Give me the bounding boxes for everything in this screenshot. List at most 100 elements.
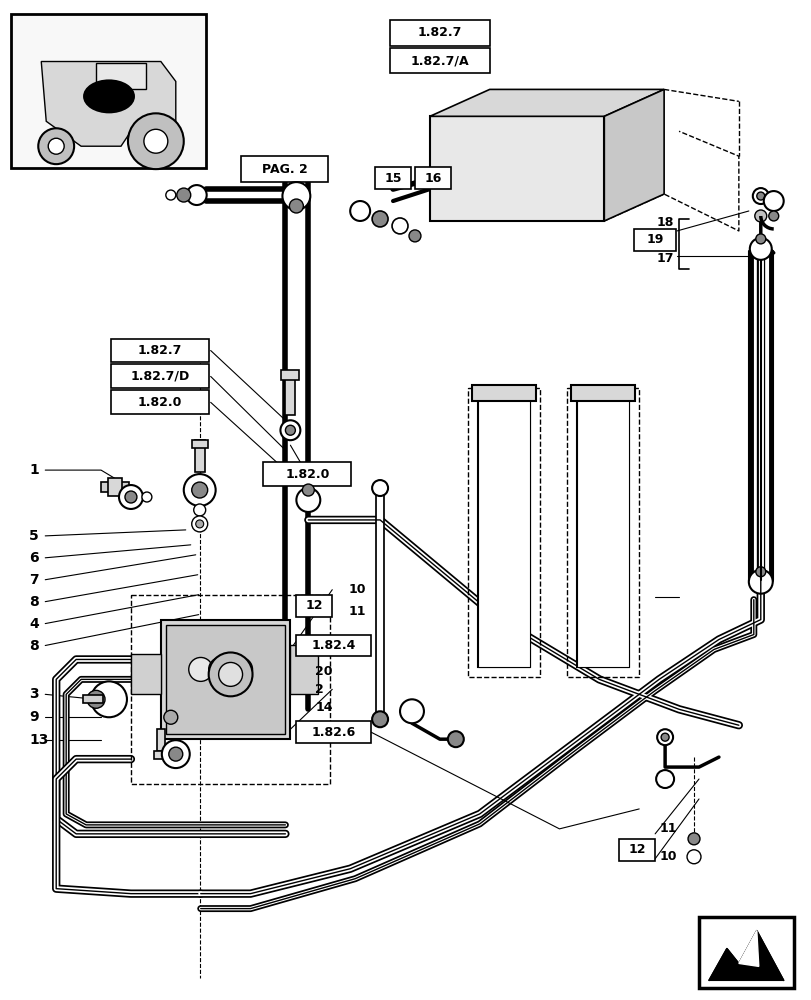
Circle shape [183,474,216,506]
Text: 1.82.7: 1.82.7 [417,26,461,39]
Circle shape [280,420,300,440]
Bar [263,462,350,486]
Text: 1.82.0: 1.82.0 [285,468,329,481]
Text: 14: 14 [315,701,333,714]
Circle shape [282,182,310,210]
Circle shape [48,138,64,154]
Circle shape [763,191,783,211]
Circle shape [188,657,212,681]
Bar [83,695,103,703]
Bar [633,229,676,251]
Circle shape [285,425,295,435]
Circle shape [371,480,388,496]
Circle shape [191,516,208,532]
Polygon shape [41,62,175,146]
Bar [296,635,371,656]
Text: 2: 2 [315,683,324,696]
Text: 12: 12 [305,599,323,612]
Circle shape [208,652,252,696]
Bar [285,375,295,415]
Circle shape [754,210,766,222]
Bar [281,370,299,380]
Circle shape [748,570,772,594]
Bar [577,398,629,667]
Circle shape [187,185,207,205]
Bar [101,482,129,492]
Bar [157,729,165,751]
Text: 12: 12 [628,843,646,856]
Text: 18: 18 [656,216,673,229]
Text: 19: 19 [646,233,663,246]
Text: 1.82.0: 1.82.0 [138,396,182,409]
Circle shape [371,711,388,727]
Bar [567,388,638,677]
Circle shape [195,520,204,528]
Circle shape [164,710,178,724]
Text: 16: 16 [423,172,441,185]
Text: 1.82.7: 1.82.7 [138,344,182,357]
Text: 1: 1 [29,463,39,477]
Text: 9: 9 [29,710,39,724]
Circle shape [756,192,764,200]
Circle shape [400,699,423,723]
Circle shape [194,504,205,516]
Bar [153,751,168,759]
Circle shape [448,731,463,747]
Bar [577,398,629,667]
Text: 1.82.7/A: 1.82.7/A [410,54,469,67]
Text: 13: 13 [29,733,49,747]
Text: 1.82.6: 1.82.6 [311,726,355,739]
Circle shape [296,488,320,512]
Bar [165,625,285,734]
Bar [108,478,122,496]
Circle shape [128,113,183,169]
Text: 11: 11 [659,822,676,835]
Text: 8: 8 [29,639,39,653]
Circle shape [208,657,232,681]
Bar [111,364,208,388]
Circle shape [687,833,699,845]
Polygon shape [96,63,146,89]
Circle shape [191,482,208,498]
Circle shape [229,657,252,681]
Circle shape [392,218,407,234]
Circle shape [169,747,182,761]
Circle shape [119,485,143,509]
Circle shape [38,128,74,164]
Circle shape [218,662,242,686]
Circle shape [350,201,370,221]
Bar [389,20,489,46]
Text: 10: 10 [348,583,365,596]
Text: 8: 8 [29,595,39,609]
Bar [296,595,332,617]
Bar [290,645,318,694]
Bar [414,167,450,189]
Circle shape [161,740,190,768]
Bar [375,167,410,189]
Circle shape [165,190,175,200]
Bar [296,721,371,743]
Bar [698,917,792,988]
Bar [111,339,208,362]
Bar [471,385,535,401]
Bar [429,116,603,221]
Circle shape [371,211,388,227]
Circle shape [655,770,673,788]
Bar [161,620,290,739]
Text: 5: 5 [29,529,39,543]
Bar [477,398,529,667]
Polygon shape [738,931,757,966]
Bar [240,156,328,182]
Circle shape [144,129,168,153]
Bar [191,440,208,448]
Polygon shape [708,931,783,980]
Bar [477,398,529,667]
Text: 10: 10 [659,850,676,863]
Bar [11,14,205,168]
Bar [131,595,330,784]
Circle shape [768,211,778,221]
Circle shape [755,567,765,577]
Ellipse shape [84,80,134,112]
Text: 1.82.7/D: 1.82.7/D [130,370,189,383]
Circle shape [660,733,668,741]
